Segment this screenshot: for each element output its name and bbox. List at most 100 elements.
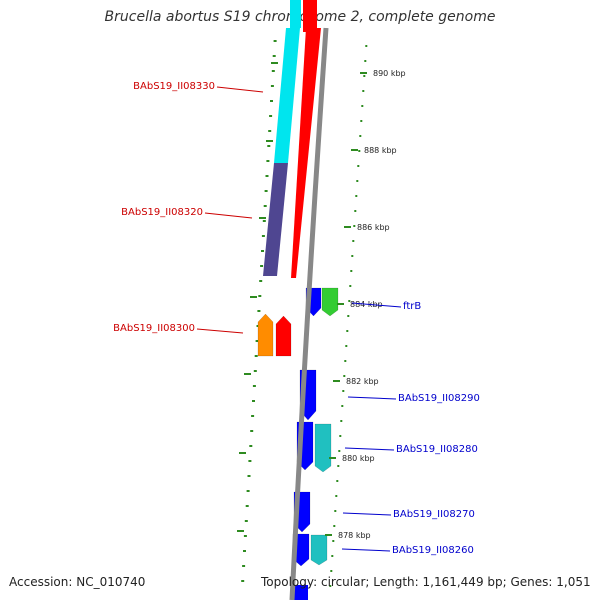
guide-dot	[247, 475, 251, 477]
guide-dot	[332, 540, 335, 542]
guide-dot	[347, 315, 350, 317]
gene-label: BAbS19_II08290	[398, 393, 480, 404]
guide-dot	[363, 75, 366, 77]
guide-dot	[246, 490, 250, 492]
guide-dot	[261, 250, 264, 252]
gene-label: BAbS19_II08300	[113, 323, 195, 334]
guide-dot	[266, 160, 270, 162]
guide-dot	[337, 465, 340, 467]
guide-dot	[271, 70, 275, 72]
guide-dot	[357, 165, 360, 167]
guide-dot	[269, 115, 273, 117]
scale-tick	[329, 457, 336, 459]
guide-dot	[243, 550, 246, 552]
scale-tick-label: 888 kbp	[364, 146, 397, 155]
scale-tick-label: 886 kbp	[357, 223, 390, 232]
scale-tick	[239, 452, 246, 454]
guide-dot	[254, 355, 258, 357]
guide-dot	[253, 370, 257, 372]
guide-dot	[330, 570, 333, 572]
guide-dot	[260, 265, 264, 267]
scale-tick	[325, 534, 332, 536]
scale-tick	[337, 303, 344, 305]
guide-dot	[343, 375, 346, 377]
guide-dot	[352, 240, 355, 242]
gene-08280-teal	[314, 423, 332, 473]
guide-dot	[250, 430, 254, 432]
guide-dot	[329, 585, 332, 587]
scale-tick-label: 890 kbp	[373, 69, 406, 78]
genome-backbone	[289, 27, 329, 600]
guide-dot	[340, 420, 343, 422]
guide-dot	[242, 565, 246, 567]
scale-tick	[333, 380, 340, 382]
guide-dot	[249, 445, 253, 447]
guide-dot	[270, 85, 274, 87]
guide-dot	[255, 340, 259, 342]
guide-dot	[333, 525, 336, 527]
guide-dot	[345, 345, 348, 347]
guide-dot	[344, 360, 347, 362]
guide-dot	[364, 60, 367, 62]
guide-dot	[259, 280, 263, 282]
gene-label: BAbS19_II08280	[396, 444, 478, 455]
gene-08320-navy	[263, 163, 288, 276]
guide-dot	[365, 45, 368, 47]
gene-ftrb-green	[321, 287, 339, 317]
guide-dot	[244, 520, 248, 522]
guide-dot	[341, 405, 344, 407]
gene-label: BAbS19_II08260	[392, 545, 474, 556]
gene-label-leader	[216, 86, 264, 93]
gene-08330-cyan	[274, 28, 300, 163]
guide-dot	[267, 145, 271, 147]
guide-dot	[245, 505, 249, 507]
guide-dot	[243, 535, 247, 537]
gene-08300-orange	[257, 313, 274, 357]
guide-dot	[258, 295, 262, 297]
guide-dot	[360, 120, 363, 122]
gene-top-red	[303, 0, 317, 32]
scale-tick	[351, 149, 358, 151]
guide-dot	[358, 150, 361, 152]
scale-tick	[259, 217, 266, 219]
gene-label-leader	[347, 396, 397, 400]
guide-dot	[355, 195, 358, 197]
scale-tick	[250, 296, 257, 298]
guide-dot	[261, 235, 265, 237]
gene-top-cyan	[290, 0, 301, 28]
gene-08300-red	[275, 315, 292, 357]
gene-08260-teal	[310, 534, 328, 566]
guide-dot	[273, 40, 277, 42]
guide-dot	[346, 330, 349, 332]
gene-label: ftrB	[403, 301, 421, 312]
gene-red-segment	[291, 28, 321, 278]
guide-dot	[264, 190, 268, 192]
guide-dot	[265, 175, 269, 177]
gene-label-leader	[351, 302, 402, 308]
scale-tick-label: 878 kbp	[338, 531, 371, 540]
guide-dot	[257, 310, 261, 312]
gene-label: BAbS19_II08270	[393, 509, 475, 520]
guide-dot	[252, 385, 256, 387]
gene-label-leader	[204, 212, 253, 219]
gene-label-leader	[342, 512, 392, 516]
gene-label-leader	[344, 447, 395, 451]
guide-dot	[248, 460, 252, 462]
accession-text: Accession: NC_010740	[9, 575, 146, 589]
gene-label: BAbS19_II08320	[121, 207, 203, 218]
scale-tick-label: 882 kbp	[346, 377, 379, 386]
gene-bottom-blue	[292, 585, 308, 600]
guide-dot	[252, 400, 255, 402]
guide-dot	[268, 130, 272, 132]
gene-label-leader	[341, 548, 391, 552]
guide-dot	[354, 210, 357, 212]
guide-dot	[251, 415, 255, 417]
guide-dot	[342, 390, 345, 392]
scale-tick	[271, 62, 278, 64]
gene-label-leader	[196, 328, 244, 334]
gene-labels: BAbS19_II08330 BAbS19_II08320 BAbS19_II083…	[113, 81, 480, 556]
gene-label: BAbS19_II08330	[133, 81, 215, 92]
guide-dot	[270, 100, 273, 102]
guide-dot	[349, 285, 352, 287]
guide-dot	[353, 225, 356, 227]
